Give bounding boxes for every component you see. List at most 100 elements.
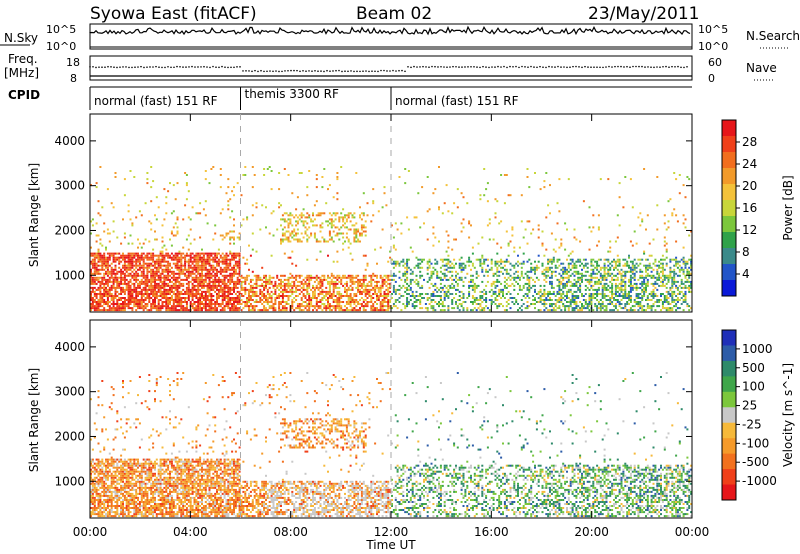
- power-cell: [212, 299, 215, 301]
- power-cell: [231, 256, 234, 259]
- power-cell: [628, 293, 630, 295]
- power-cell: [97, 288, 100, 291]
- power-cell: [550, 309, 553, 312]
- power-cell: [229, 230, 232, 233]
- power-cell: [114, 309, 117, 312]
- power-cell: [127, 286, 130, 289]
- power-cell: [193, 258, 196, 261]
- power-cell: [283, 274, 286, 277]
- power-cell: [556, 202, 559, 205]
- power-cell: [400, 286, 403, 289]
- power-cell: [150, 286, 153, 289]
- power-cell: [253, 282, 256, 285]
- power-cell: [122, 256, 124, 259]
- power-cell: [415, 264, 418, 267]
- power-cell: [112, 280, 115, 283]
- power-cell: [537, 266, 540, 269]
- power-cell: [133, 286, 136, 289]
- power-cell: [95, 295, 98, 297]
- power-cell: [611, 309, 614, 312]
- power-cell: [323, 238, 326, 241]
- power-cell: [152, 303, 155, 305]
- power-cell: [428, 266, 431, 269]
- power-cell: [114, 274, 117, 277]
- power-cell: [101, 305, 104, 308]
- power-cell: [571, 272, 574, 275]
- power-cell: [376, 276, 378, 279]
- power-cell: [486, 280, 489, 283]
- power-cell: [575, 303, 578, 305]
- nave-point: [119, 66, 121, 68]
- power-cell: [187, 190, 190, 193]
- power-cell: [515, 301, 518, 303]
- nave-point: [506, 66, 508, 69]
- power-cell: [517, 309, 519, 312]
- power-cell: [614, 286, 617, 289]
- power-cell: [97, 248, 100, 251]
- power-cell: [332, 284, 335, 287]
- power-cell: [189, 254, 192, 257]
- power-cell: [479, 262, 482, 265]
- power-cell: [214, 276, 217, 279]
- power-cell: [302, 309, 305, 312]
- power-cell: [471, 301, 474, 303]
- power-cell: [127, 282, 130, 285]
- power-cell: [543, 288, 546, 291]
- power-cell: [483, 309, 486, 312]
- power-cell: [603, 272, 606, 275]
- power-cell: [201, 293, 203, 295]
- power-cell: [201, 303, 203, 305]
- power-cell: [340, 295, 343, 297]
- power-cell: [485, 297, 488, 299]
- power-cell: [377, 290, 380, 293]
- power-cell: [351, 286, 354, 289]
- power-cell: [155, 262, 158, 265]
- power-cell: [631, 276, 634, 279]
- power-cell: [549, 212, 551, 215]
- power-cell: [562, 268, 565, 271]
- power-cell: [592, 272, 595, 275]
- power-cell: [169, 301, 171, 303]
- power-cell: [575, 266, 578, 269]
- power-cell: [562, 270, 565, 273]
- power-cell: [285, 230, 288, 233]
- power-cell: [302, 224, 305, 227]
- power-cell: [628, 299, 630, 301]
- power-cell: [133, 264, 136, 267]
- power-cell: [374, 286, 377, 289]
- power-cell: [295, 295, 298, 297]
- power-cell: [298, 305, 301, 308]
- power-cell: [332, 212, 335, 215]
- power-cell: [233, 290, 235, 293]
- power-cell: [157, 282, 160, 285]
- power-cell: [263, 288, 266, 291]
- power-cell: [338, 232, 341, 235]
- power-cell: [212, 274, 215, 277]
- power-cell: [266, 303, 269, 305]
- power-cell: [424, 293, 427, 295]
- power-cell: [193, 276, 196, 279]
- power-cell: [131, 224, 134, 227]
- power-cell: [240, 309, 243, 312]
- power-cell: [97, 303, 100, 305]
- power-cell: [118, 307, 121, 310]
- power-cell: [419, 258, 422, 261]
- power-cell: [507, 244, 510, 247]
- power-cell: [248, 305, 250, 308]
- power-cell: [103, 288, 106, 291]
- power-cell: [566, 293, 568, 295]
- power-cell: [545, 268, 548, 271]
- power-cell: [223, 299, 226, 301]
- power-cell: [430, 282, 433, 285]
- power-cell: [624, 176, 627, 178]
- power-cell: [137, 264, 139, 267]
- power-cell: [295, 232, 298, 235]
- power-cell: [601, 278, 604, 281]
- power-cell: [558, 272, 561, 275]
- power-cell: [545, 280, 548, 283]
- power-cell: [131, 254, 134, 257]
- power-cell: [330, 224, 333, 227]
- power-cell: [407, 288, 410, 291]
- power-cell: [127, 299, 130, 301]
- power-cell: [387, 309, 390, 312]
